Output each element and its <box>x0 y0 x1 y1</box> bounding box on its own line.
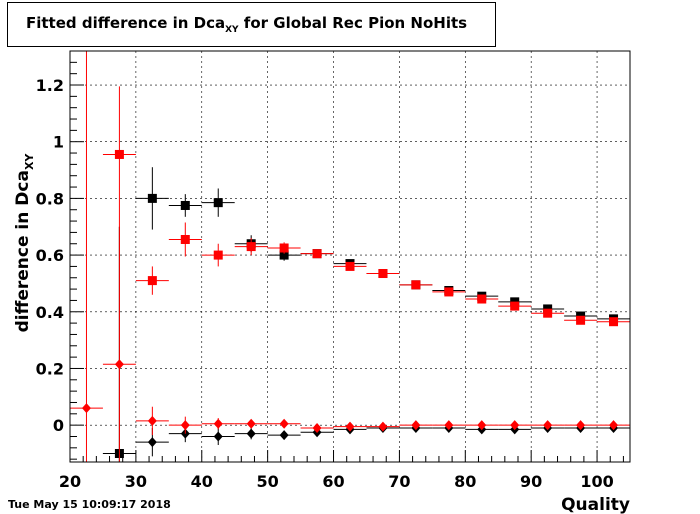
data-point-diamond <box>114 359 124 370</box>
data-point-diamond <box>477 420 487 431</box>
y-tick-label: 1 <box>53 133 64 152</box>
x-tick-label: 50 <box>257 472 279 491</box>
data-point-square <box>279 250 289 260</box>
data-point-diamond <box>147 437 157 448</box>
data-point-square <box>411 280 421 290</box>
series-2 <box>102 86 630 327</box>
data-point-square <box>609 317 619 327</box>
data-point-diamond <box>411 420 421 431</box>
data-point-diamond <box>246 428 256 439</box>
chart-title: Fitted difference in DcaXY for Global Re… <box>26 14 467 35</box>
data-point-square <box>477 294 487 304</box>
data-points <box>70 51 630 462</box>
data-point-square <box>213 250 223 260</box>
data-point-diamond <box>510 420 520 431</box>
data-point-square <box>114 149 124 159</box>
data-point-diamond <box>81 403 91 414</box>
data-point-diamond <box>279 430 289 441</box>
chart-title-rest: for Global Rec Pion NoHits <box>238 14 468 32</box>
x-tick-label: 20 <box>59 472 81 491</box>
chart-title-main: Fitted difference in Dca <box>26 14 226 32</box>
data-point-diamond <box>378 421 388 432</box>
data-point-square <box>444 287 454 297</box>
title-box: Fitted difference in DcaXY for Global Re… <box>7 2 496 47</box>
data-point-diamond <box>444 420 454 431</box>
y-tick-label: 1.2 <box>36 76 64 95</box>
data-point-square <box>246 242 256 252</box>
data-point-square <box>345 261 355 271</box>
x-tick-label: 100 <box>580 472 613 491</box>
y-tick-label: 0.4 <box>36 303 64 322</box>
x-tick-label: 70 <box>388 472 410 491</box>
data-point-square <box>147 193 157 203</box>
data-point-diamond <box>576 420 586 431</box>
y-tick-label: 0 <box>53 416 64 435</box>
x-tick-label: 90 <box>520 472 542 491</box>
data-point-diamond <box>213 418 223 429</box>
axes: 20 30 40 50 60 70 80 90 100 0 0.2 0.4 0.6 0.8 1 1.2 <box>36 61 624 491</box>
x-tick-label: 60 <box>322 472 344 491</box>
data-point-diamond <box>147 415 157 426</box>
data-point-square <box>576 315 586 325</box>
data-point-diamond <box>312 422 322 433</box>
data-point-square <box>312 249 322 259</box>
data-point-square <box>213 198 223 208</box>
data-point-diamond <box>609 420 619 431</box>
chart-title-sub: XY <box>225 25 239 35</box>
data-point-square <box>543 308 553 318</box>
y-axis-title: difference in DcaXY <box>13 153 36 333</box>
data-point-diamond <box>246 418 256 429</box>
y-tick-label: 0.6 <box>36 246 64 265</box>
grid-lines <box>70 51 630 462</box>
plot-frame <box>69 50 631 463</box>
data-point-square <box>147 276 157 286</box>
y-axis-title-sub: XY <box>23 153 36 170</box>
data-point-square <box>279 243 289 253</box>
data-point-diamond <box>213 431 223 442</box>
series-3 <box>70 51 630 462</box>
data-point-diamond <box>279 418 289 429</box>
data-point-diamond <box>345 421 355 432</box>
x-tick-label: 40 <box>191 472 213 491</box>
x-axis-title: Quality <box>561 495 630 514</box>
y-tick-label: 0.8 <box>36 189 64 208</box>
data-point-square <box>180 234 190 244</box>
data-point-square <box>180 200 190 210</box>
x-tick-label: 80 <box>454 472 476 491</box>
timestamp: Tue May 15 10:09:17 2018 <box>8 498 171 511</box>
y-axis-title-main: difference in Dca <box>13 170 33 332</box>
data-point-diamond <box>180 420 190 431</box>
data-point-square <box>378 269 388 279</box>
y-tick-label: 0.2 <box>36 359 64 378</box>
x-tick-label: 30 <box>125 472 147 491</box>
data-point-square <box>510 301 520 311</box>
data-point-diamond <box>543 420 553 431</box>
